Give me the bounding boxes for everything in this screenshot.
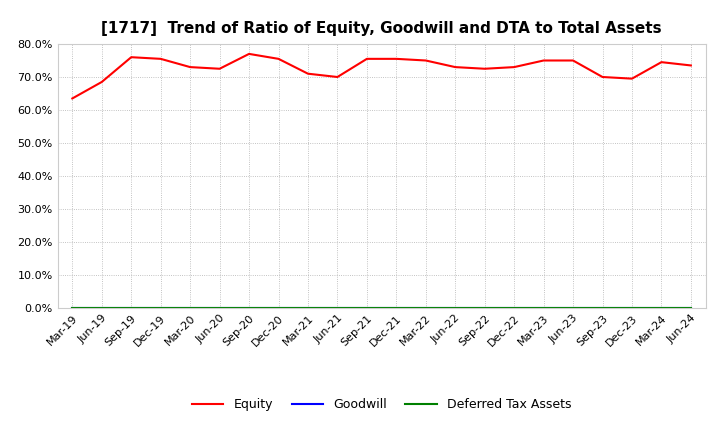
- Deferred Tax Assets: [304, 305, 312, 311]
- Goodwill: [304, 305, 312, 311]
- Equity: [68, 96, 76, 101]
- Goodwill: [657, 305, 666, 311]
- Deferred Tax Assets: [127, 305, 135, 311]
- Title: [1717]  Trend of Ratio of Equity, Goodwill and DTA to Total Assets: [1717] Trend of Ratio of Equity, Goodwil…: [102, 21, 662, 36]
- Goodwill: [156, 305, 165, 311]
- Goodwill: [687, 305, 696, 311]
- Goodwill: [480, 305, 489, 311]
- Goodwill: [510, 305, 518, 311]
- Equity: [687, 63, 696, 68]
- Equity: [363, 56, 372, 62]
- Goodwill: [569, 305, 577, 311]
- Deferred Tax Assets: [451, 305, 459, 311]
- Equity: [510, 64, 518, 70]
- Equity: [480, 66, 489, 71]
- Deferred Tax Assets: [421, 305, 430, 311]
- Equity: [156, 56, 165, 62]
- Goodwill: [392, 305, 400, 311]
- Equity: [304, 71, 312, 76]
- Deferred Tax Assets: [186, 305, 194, 311]
- Goodwill: [186, 305, 194, 311]
- Goodwill: [628, 305, 636, 311]
- Goodwill: [97, 305, 106, 311]
- Deferred Tax Assets: [510, 305, 518, 311]
- Goodwill: [539, 305, 548, 311]
- Deferred Tax Assets: [68, 305, 76, 311]
- Equity: [215, 66, 224, 71]
- Deferred Tax Assets: [628, 305, 636, 311]
- Deferred Tax Assets: [333, 305, 342, 311]
- Deferred Tax Assets: [156, 305, 165, 311]
- Deferred Tax Assets: [363, 305, 372, 311]
- Deferred Tax Assets: [569, 305, 577, 311]
- Line: Equity: Equity: [72, 54, 691, 99]
- Equity: [127, 55, 135, 60]
- Deferred Tax Assets: [392, 305, 400, 311]
- Equity: [628, 76, 636, 81]
- Equity: [333, 74, 342, 80]
- Deferred Tax Assets: [687, 305, 696, 311]
- Equity: [274, 56, 283, 62]
- Goodwill: [421, 305, 430, 311]
- Goodwill: [363, 305, 372, 311]
- Legend: Equity, Goodwill, Deferred Tax Assets: Equity, Goodwill, Deferred Tax Assets: [187, 393, 576, 416]
- Goodwill: [245, 305, 253, 311]
- Deferred Tax Assets: [245, 305, 253, 311]
- Goodwill: [451, 305, 459, 311]
- Equity: [539, 58, 548, 63]
- Equity: [245, 51, 253, 56]
- Deferred Tax Assets: [480, 305, 489, 311]
- Equity: [392, 56, 400, 62]
- Deferred Tax Assets: [539, 305, 548, 311]
- Equity: [598, 74, 607, 80]
- Goodwill: [274, 305, 283, 311]
- Equity: [97, 79, 106, 84]
- Equity: [451, 64, 459, 70]
- Deferred Tax Assets: [598, 305, 607, 311]
- Deferred Tax Assets: [274, 305, 283, 311]
- Goodwill: [333, 305, 342, 311]
- Goodwill: [127, 305, 135, 311]
- Deferred Tax Assets: [215, 305, 224, 311]
- Equity: [421, 58, 430, 63]
- Equity: [657, 59, 666, 65]
- Deferred Tax Assets: [657, 305, 666, 311]
- Goodwill: [68, 305, 76, 311]
- Equity: [186, 64, 194, 70]
- Deferred Tax Assets: [97, 305, 106, 311]
- Goodwill: [215, 305, 224, 311]
- Goodwill: [598, 305, 607, 311]
- Equity: [569, 58, 577, 63]
